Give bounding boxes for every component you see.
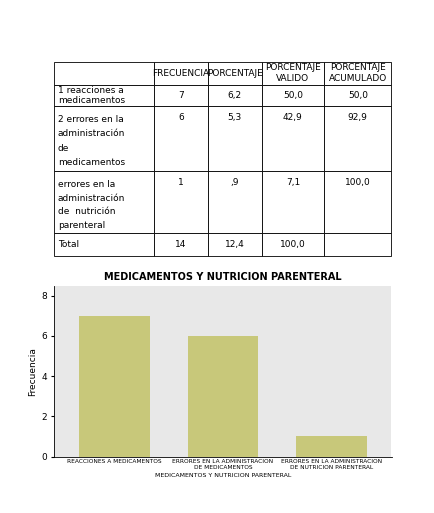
Title: MEDICAMENTOS Y NUTRICION PARENTERAL: MEDICAMENTOS Y NUTRICION PARENTERAL [104,272,341,282]
Bar [261,233,323,256]
Text: 100,0: 100,0 [344,178,370,187]
Bar [323,62,391,85]
Text: 92,9: 92,9 [347,113,367,122]
Text: 7,1: 7,1 [285,178,299,187]
Text: 50,0: 50,0 [347,91,367,100]
Bar [154,171,207,233]
Bar [187,336,258,457]
Text: PORCENTAJE
VALIDO: PORCENTAJE VALIDO [264,64,320,83]
Text: 12,4: 12,4 [224,240,244,249]
Bar [154,62,207,85]
Bar [79,316,149,457]
Bar [54,233,154,256]
Bar [323,85,391,106]
Bar [207,106,261,171]
Text: 42,9: 42,9 [283,113,302,122]
Text: 5,3: 5,3 [227,113,241,122]
Text: de  nutrición: de nutrición [58,207,115,216]
Bar [207,233,261,256]
Bar [261,171,323,233]
Bar [154,233,207,256]
Bar [323,171,391,233]
Text: 50,0: 50,0 [282,91,302,100]
Text: FRECUENCIA: FRECUENCIA [152,69,209,77]
Bar [54,62,154,85]
Text: parenteral: parenteral [58,221,105,230]
Bar [207,85,261,106]
Text: 100,0: 100,0 [279,240,305,249]
Bar [323,233,391,256]
Bar [296,437,366,457]
Bar [154,85,207,106]
Text: medicamentos: medicamentos [58,159,125,167]
Text: PORCENTAJE
ACUMULADO: PORCENTAJE ACUMULADO [328,64,386,83]
Bar [54,106,154,171]
Text: ,9: ,9 [230,178,238,187]
Text: Total: Total [58,240,79,249]
Bar [207,171,261,233]
Y-axis label: Frecuencia: Frecuencia [28,347,37,396]
Bar [54,85,154,106]
Text: PORCENTAJE: PORCENTAJE [207,69,262,77]
Text: 1: 1 [178,178,183,187]
Bar [54,171,154,233]
Bar [154,106,207,171]
Bar [207,62,261,85]
Bar [261,85,323,106]
Text: administración: administración [58,129,125,139]
Bar [323,106,391,171]
Text: administración: administración [58,193,125,203]
Text: errores en la: errores en la [58,180,115,189]
Text: 2 errores en la: 2 errores en la [58,115,123,124]
Text: 14: 14 [175,240,186,249]
Bar [261,62,323,85]
Text: 6,2: 6,2 [227,91,241,100]
X-axis label: MEDICAMENTOS Y NUTRICION PARENTERAL: MEDICAMENTOS Y NUTRICION PARENTERAL [155,473,290,478]
Text: 6: 6 [178,113,183,122]
Text: 1 reacciones a
medicamentos: 1 reacciones a medicamentos [58,86,125,105]
Text: de: de [58,144,69,153]
Text: 7: 7 [178,91,183,100]
Bar [261,106,323,171]
